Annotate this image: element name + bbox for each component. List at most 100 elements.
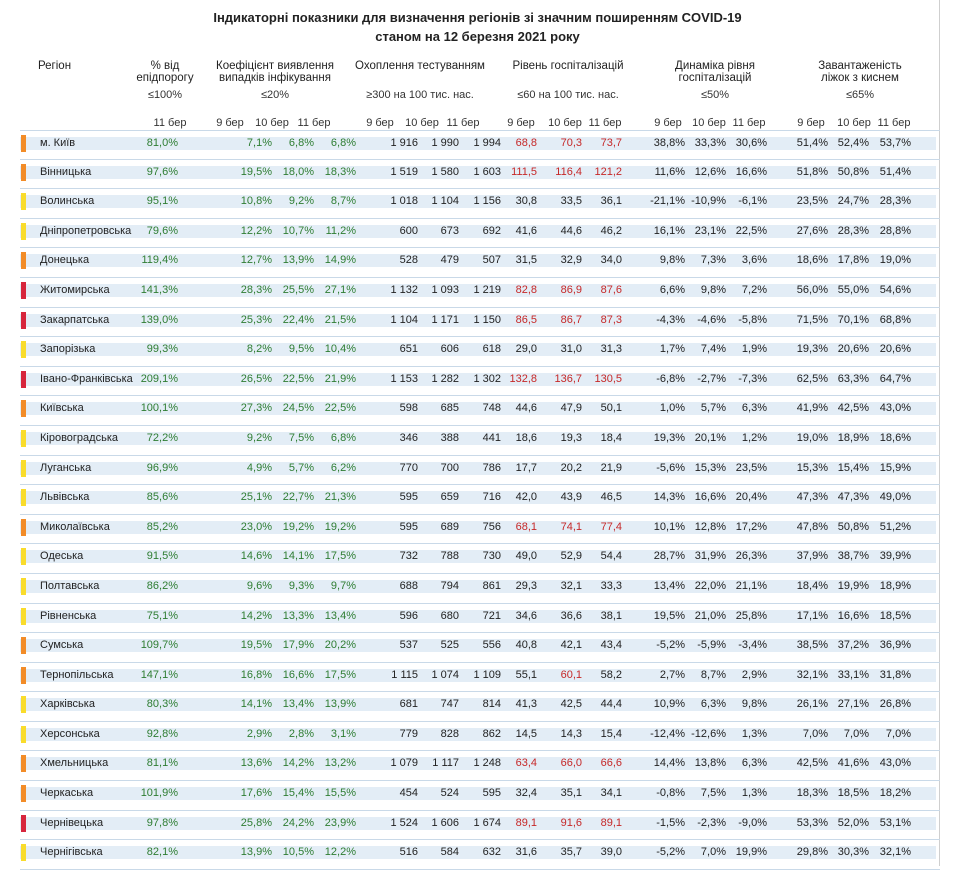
- day-coef-1: 9 бер: [216, 117, 244, 129]
- oxygen-beds-cell: 43,0%: [879, 402, 911, 415]
- epid-percent-cell: 139,0%: [140, 313, 178, 326]
- hosp-dynamics-cell: 7,2%: [741, 283, 767, 296]
- hospitalization-cell: 68,8: [515, 137, 537, 149]
- day-oxy-3: 11 бер: [877, 117, 911, 129]
- region-name: Львівська: [40, 491, 90, 504]
- oxygen-beds-cell: 18,6%: [879, 431, 911, 444]
- hospitalization-cell: 34,0: [600, 254, 622, 267]
- oxygen-beds-cell: 19,3%: [796, 343, 828, 356]
- detection-coef-cell: 14,6%: [240, 550, 272, 563]
- oxygen-beds-cell: 52,0%: [837, 816, 869, 829]
- hospitalization-cell: 87,6: [600, 283, 622, 296]
- hosp-dynamics-cell: 9,8%: [659, 254, 685, 267]
- hosp-dynamics-cell: -4,6%: [697, 313, 726, 326]
- header-region: Регіон: [38, 60, 72, 72]
- detection-coef-cell: 6,8%: [330, 137, 356, 149]
- oxygen-beds-cell: 41,6%: [837, 757, 869, 770]
- day-test-3: 11 бер: [446, 117, 480, 129]
- table-row: Полтавська 86,2% 9,6% 9,3% 9,7% 688 794 861 29,3…: [20, 574, 940, 604]
- table-row: Одеська 91,5% 14,6% 14,1% 17,5% 732 788 730 49,0…: [20, 544, 940, 574]
- testing-coverage-cell: 618: [482, 343, 501, 356]
- hospitalization-cell: 77,4: [600, 520, 622, 533]
- table-row: Луганська 96,9% 4,9% 5,7% 6,2% 770 700 786 17,7 2…: [20, 456, 940, 486]
- hosp-dynamics-cell: -9,0%: [738, 816, 767, 829]
- hospitalization-cell: 55,1: [515, 668, 537, 681]
- hospitalization-cell: 91,6: [560, 816, 582, 829]
- detection-coef-cell: 14,9%: [324, 254, 356, 267]
- hosp-dynamics-cell: -5,6%: [656, 461, 685, 474]
- hospitalization-cell: 43,4: [600, 639, 622, 652]
- hosp-dynamics-cell: -12,6%: [691, 727, 726, 740]
- header-coef-line-2: випадків інфікування: [219, 72, 331, 84]
- hospitalization-cell: 44,4: [600, 698, 622, 711]
- testing-coverage-cell: 730: [482, 550, 501, 563]
- testing-coverage-cell: 786: [482, 461, 501, 474]
- risk-marker: [21, 637, 26, 655]
- hosp-dynamics-cell: 7,0%: [700, 846, 726, 859]
- hosp-dynamics-cell: -2,7%: [697, 372, 726, 385]
- detection-coef-cell: 7,1%: [246, 137, 272, 149]
- hosp-dynamics-cell: -5,2%: [656, 639, 685, 652]
- detection-coef-cell: 14,2%: [282, 757, 314, 770]
- testing-coverage-cell: 600: [399, 224, 418, 237]
- hospitalization-cell: 47,9: [560, 402, 582, 415]
- oxygen-beds-cell: 63,3%: [837, 372, 869, 385]
- hospitalization-cell: 86,5: [515, 313, 537, 326]
- hospitalization-cell: 87,3: [600, 313, 622, 326]
- hospitalization-cell: 46,2: [600, 224, 622, 237]
- header-epid: % від епідпорогу: [120, 60, 210, 84]
- hospitalization-cell: 21,9: [600, 461, 622, 474]
- detection-coef-cell: 17,5%: [324, 668, 356, 681]
- oxygen-beds-cell: 51,4%: [879, 165, 911, 178]
- region-name: Черкаська: [40, 787, 94, 800]
- table-row: Київська 100,1% 27,3% 24,5% 22,5% 598 685 748 44…: [20, 396, 940, 426]
- risk-marker: [21, 400, 26, 418]
- header-test: Охоплення тестуванням: [355, 60, 485, 72]
- hospitalization-cell: 39,0: [600, 846, 622, 859]
- region-name: Сумська: [40, 639, 84, 652]
- hospitalization-cell: 111,5: [511, 165, 537, 178]
- oxygen-beds-cell: 20,6%: [879, 343, 911, 356]
- hospitalization-cell: 49,0: [515, 550, 537, 563]
- hosp-dynamics-cell: 3,6%: [741, 254, 767, 267]
- oxygen-beds-cell: 18,3%: [796, 787, 828, 800]
- hosp-dynamics-cell: 22,5%: [735, 224, 767, 237]
- region-name: Херсонська: [40, 727, 100, 740]
- table-row: Житомирська 141,3% 28,3% 25,5% 27,1% 1 132 1 0…: [20, 278, 940, 308]
- table-row: Запорізька 99,3% 8,2% 9,5% 10,4% 651 606 618 29,…: [20, 337, 940, 367]
- detection-coef-cell: 6,8%: [288, 137, 314, 149]
- detection-coef-cell: 8,7%: [330, 195, 356, 208]
- threshold-hosp: ≤60 на 100 тис. нас.: [517, 89, 619, 101]
- oxygen-beds-cell: 50,8%: [837, 520, 869, 533]
- table-row: Хмельницька 81,1% 13,6% 14,2% 13,2% 1 079 1 11…: [20, 751, 940, 782]
- hosp-dynamics-cell: 10,1%: [653, 520, 685, 533]
- oxygen-beds-cell: 28,3%: [879, 195, 911, 208]
- oxygen-beds-cell: 29,8%: [796, 846, 828, 859]
- risk-marker: [21, 844, 26, 862]
- oxygen-beds-cell: 50,8%: [837, 165, 869, 178]
- epid-percent-cell: 72,2%: [146, 431, 178, 444]
- oxygen-beds-cell: 55,0%: [837, 283, 869, 296]
- detection-coef-cell: 22,4%: [282, 313, 314, 326]
- hospitalization-cell: 31,6: [515, 846, 537, 859]
- oxygen-beds-cell: 56,0%: [796, 283, 828, 296]
- detection-coef-cell: 6,2%: [330, 461, 356, 474]
- oxygen-beds-cell: 26,8%: [879, 698, 911, 711]
- table-row: Дніпропетровська 79,6% 12,2% 10,7% 11,2% 600 6…: [20, 219, 940, 249]
- testing-coverage-cell: 721: [482, 609, 501, 622]
- testing-coverage-cell: 1 990: [431, 137, 459, 149]
- epid-percent-cell: 97,6%: [146, 165, 178, 178]
- day-hosp-2: 10 бер: [548, 117, 582, 129]
- detection-coef-cell: 20,2%: [324, 639, 356, 652]
- detection-coef-cell: 12,2%: [324, 846, 356, 859]
- hospitalization-cell: 41,6: [515, 224, 537, 237]
- detection-coef-cell: 23,0%: [240, 520, 272, 533]
- detection-coef-cell: 9,5%: [288, 343, 314, 356]
- testing-coverage-cell: 595: [399, 491, 418, 504]
- hosp-dynamics-cell: 20,1%: [694, 431, 726, 444]
- detection-coef-cell: 18,0%: [282, 165, 314, 178]
- detection-coef-cell: 27,3%: [240, 402, 272, 415]
- oxygen-beds-cell: 18,4%: [796, 579, 828, 592]
- day-hosp-1: 9 бер: [507, 117, 535, 129]
- testing-coverage-cell: 1 219: [473, 283, 501, 296]
